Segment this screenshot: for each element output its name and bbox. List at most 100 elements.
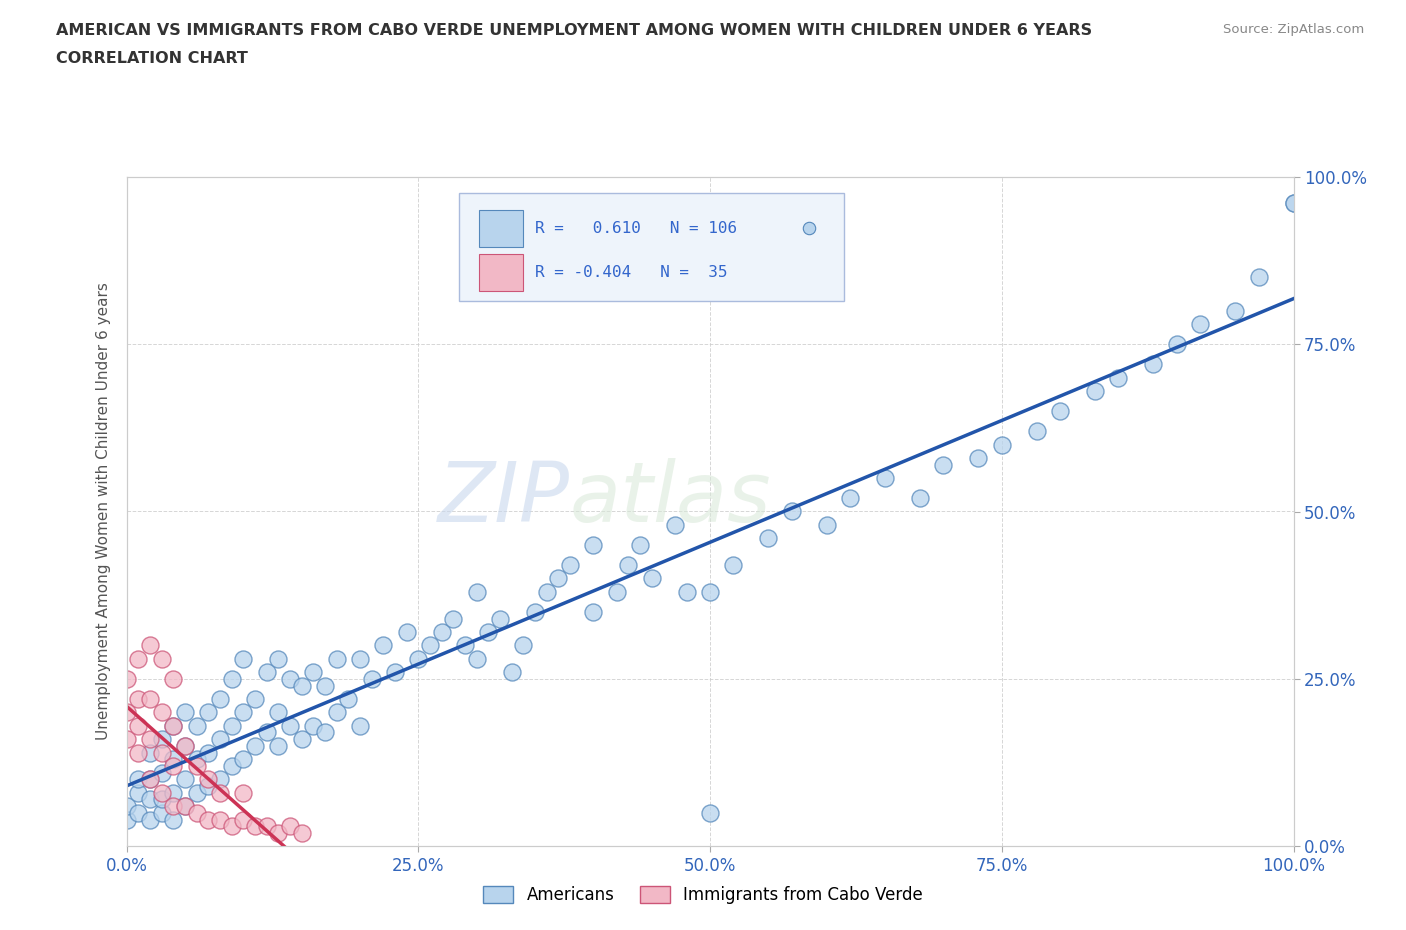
Point [256,725,278,740]
Point [723,558,745,573]
Point [139,638,162,653]
Point [162,812,184,827]
Point [465,584,488,599]
Point [127,785,149,800]
Point [208,732,231,747]
Point [1049,404,1071,418]
Point [290,678,312,693]
Point [360,671,382,686]
Point [115,732,138,747]
Point [208,812,231,827]
Point [221,759,243,774]
Point [664,517,686,532]
Point [232,785,254,800]
Bar [479,254,523,290]
Point [512,638,534,653]
Point [115,812,138,827]
Point [1166,337,1188,352]
Point [799,220,821,235]
FancyBboxPatch shape [460,193,844,300]
Point [314,678,336,693]
Point [232,812,254,827]
Point [419,638,441,653]
Point [127,805,149,820]
Point [150,785,173,800]
Point [186,759,208,774]
Point [221,671,243,686]
Point [221,718,243,733]
Point [243,738,266,753]
Point [139,732,162,747]
Point [267,738,290,753]
Point [582,604,605,619]
Point [162,785,184,800]
Point [267,705,290,720]
Point [536,584,558,599]
Point [162,751,184,766]
Point [1282,196,1305,211]
Text: ZIP: ZIP [439,458,569,538]
Point [127,745,149,760]
Point [208,785,231,800]
Point [139,792,162,807]
Point [325,705,347,720]
Point [162,718,184,733]
Point [290,826,312,841]
Point [127,651,149,666]
Point [780,504,803,519]
Point [197,705,219,720]
Point [162,718,184,733]
Point [606,584,628,599]
Point [197,812,219,827]
Point [186,718,208,733]
Point [756,531,779,546]
Point [314,725,336,740]
Point [839,491,862,506]
Point [162,671,184,686]
Point [582,538,605,552]
Point [243,692,266,707]
Point [221,818,243,833]
Text: R =   0.610   N = 106: R = 0.610 N = 106 [534,220,737,236]
Point [908,491,931,506]
Point [115,799,138,814]
Point [547,571,569,586]
Point [932,458,955,472]
Point [699,584,721,599]
Point [1142,357,1164,372]
Point [441,611,464,626]
Point [349,718,371,733]
Point [174,738,197,753]
Point [150,705,173,720]
Point [290,732,312,747]
Point [1108,370,1130,385]
Point [139,772,162,787]
Point [150,805,173,820]
Point [628,538,651,552]
Point [558,558,581,573]
Point [139,812,162,827]
Point [699,805,721,820]
Point [127,718,149,733]
Point [150,765,173,780]
Point [501,665,523,680]
Point [162,799,184,814]
Text: R = -0.404   N =  35: R = -0.404 N = 35 [534,265,727,280]
Point [675,584,697,599]
Point [174,799,197,814]
Point [150,732,173,747]
Point [1223,303,1246,318]
Point [1084,383,1107,398]
Point [174,799,197,814]
Point [232,651,254,666]
Point [465,651,488,666]
Point [477,625,499,640]
Point [489,611,512,626]
Bar [479,210,523,247]
Point [302,718,325,733]
Point [186,805,208,820]
Point [208,692,231,707]
Text: atlas: atlas [569,458,772,538]
Point [990,437,1012,452]
Point [384,665,406,680]
